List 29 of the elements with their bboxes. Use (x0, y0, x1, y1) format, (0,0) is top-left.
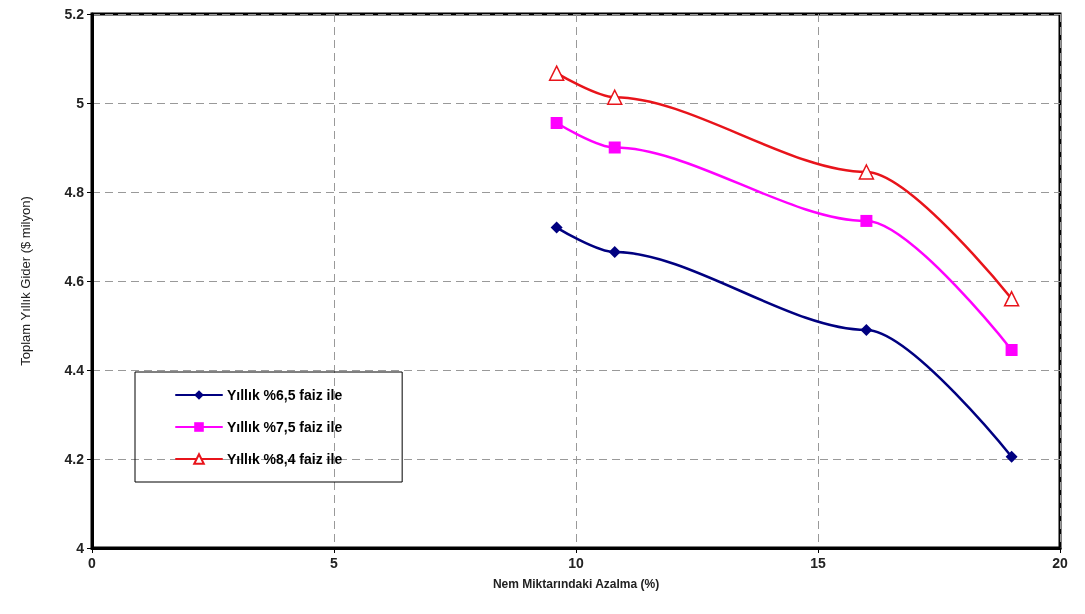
legend-label: Yıllık %7,5 faiz ile (227, 419, 343, 435)
y-tick-label: 4.8 (64, 184, 85, 200)
x-tick-label: 20 (1052, 555, 1068, 571)
point (1005, 450, 1018, 463)
point (860, 323, 873, 336)
x-tick-label: 5 (330, 555, 339, 571)
point (550, 117, 563, 130)
x-tick-label: 0 (88, 555, 97, 571)
y-tick-label: 4.2 (64, 451, 85, 467)
y-tick-label: 4.6 (64, 273, 85, 289)
y-tick-label: 5.2 (64, 6, 85, 22)
y-axis-title: Toplam Yıllık Gider ($ milyon) (18, 196, 33, 366)
point (1005, 343, 1018, 356)
y-tick-label: 4 (76, 540, 85, 556)
point (608, 141, 621, 154)
point (550, 221, 563, 234)
y-tick-label: 4.4 (64, 362, 85, 378)
legend-label: Yıllık %8,4 faiz ile (227, 451, 343, 467)
point (1003, 291, 1020, 307)
point (860, 214, 873, 227)
point (606, 89, 623, 105)
point (608, 246, 621, 259)
x-axis-title: Nem Miktarındaki Azalma (%) (492, 577, 660, 591)
legend-label: Yıllık %6,5 faiz ile (227, 387, 343, 403)
y-tick-label: 5 (76, 95, 85, 111)
point (548, 65, 565, 81)
x-tick-label: 10 (568, 555, 584, 571)
point (858, 164, 875, 180)
x-tick-label: 15 (810, 555, 826, 571)
